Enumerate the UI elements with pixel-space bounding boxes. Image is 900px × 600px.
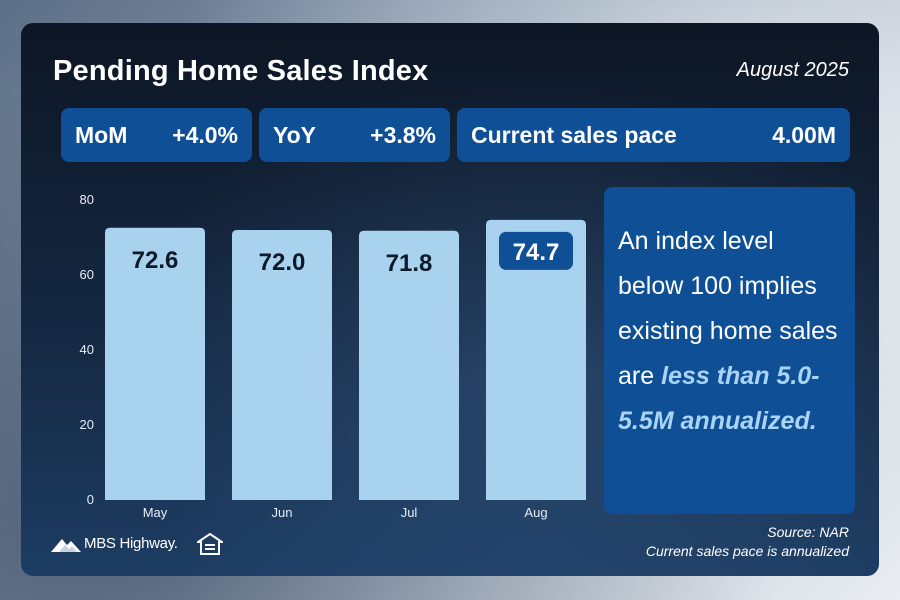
x-category-label: Aug bbox=[524, 505, 547, 520]
chart-bar bbox=[359, 230, 459, 500]
yoy-label: YoY bbox=[273, 121, 317, 148]
x-category-label: Jun bbox=[272, 505, 293, 520]
brand-logo-text: MBS Highway. bbox=[84, 535, 178, 552]
mom-value: +4.0% bbox=[172, 121, 238, 148]
y-tick-label: 40 bbox=[80, 342, 94, 357]
pending-sales-bar-chart: 0 20 40 60 80 72.6 May 72.0 Jun 71.8 Jul 74.7 Aug bbox=[80, 192, 586, 520]
note-text: An index level below 100 implies existin… bbox=[618, 227, 838, 390]
sales-pace-stat-badge: Current sales pace 4.00M bbox=[457, 108, 850, 162]
sales-pace-label: Current sales pace bbox=[471, 121, 677, 148]
highlight-label-badge bbox=[499, 231, 573, 270]
explanation-note: An index level below 100 implies existin… bbox=[604, 187, 855, 514]
bar-value-label: 72.0 bbox=[259, 249, 306, 276]
mom-label: MoM bbox=[75, 121, 128, 148]
mountain-logo-icon bbox=[51, 538, 81, 552]
x-category-label: Jul bbox=[401, 505, 418, 520]
equal-housing-opportunity-icon bbox=[197, 533, 223, 555]
source-note: Source: NAR Current sales pace is annual… bbox=[646, 523, 849, 561]
yoy-stat-badge: YoY +3.8% bbox=[259, 108, 450, 162]
chart-bar bbox=[105, 227, 205, 500]
x-category-label: May bbox=[143, 505, 168, 520]
report-date: August 2025 bbox=[736, 59, 849, 81]
source-text: Source: NAR bbox=[767, 524, 849, 540]
chart-bar bbox=[486, 219, 586, 500]
y-tick-label: 60 bbox=[80, 267, 94, 282]
page-title: Pending Home Sales Index bbox=[53, 55, 429, 87]
footnote-text: Current sales pace is annualized bbox=[645, 543, 849, 559]
sales-pace-value: 4.00M bbox=[772, 121, 836, 148]
bar-value-label: 74.7 bbox=[513, 239, 560, 266]
bar-value-label: 72.6 bbox=[132, 247, 179, 274]
bar-value-label: 71.8 bbox=[386, 250, 433, 277]
note-emphasis: less than 5.0-5.5M annualized. bbox=[618, 362, 820, 435]
y-tick-label: 20 bbox=[80, 417, 94, 432]
mom-stat-badge: MoM +4.0% bbox=[61, 108, 252, 162]
y-tick-label: 80 bbox=[80, 192, 94, 207]
chart-bar bbox=[232, 230, 332, 500]
brand-logo: MBS Highway. bbox=[51, 535, 178, 552]
y-tick-label: 0 bbox=[87, 492, 94, 507]
infographic-card: Pending Home Sales Index August 2025 MoM… bbox=[21, 23, 879, 576]
yoy-value: +3.8% bbox=[370, 121, 436, 148]
